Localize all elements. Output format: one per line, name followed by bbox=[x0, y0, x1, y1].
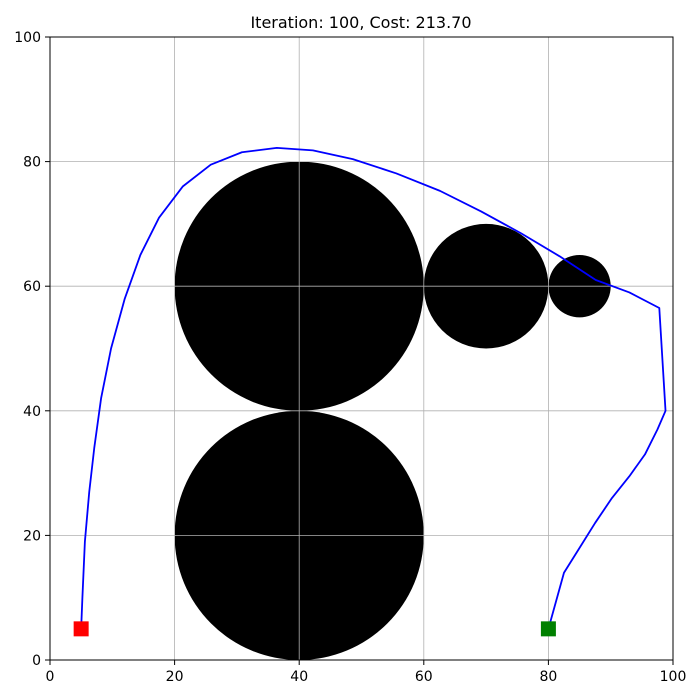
y-tick-label: 100 bbox=[14, 30, 41, 46]
axis-ticks: 0 20 40 60 80 100 0 20 40 60 80 100 bbox=[14, 30, 686, 685]
x-tick-label: 0 bbox=[46, 669, 55, 685]
y-tick-label: 40 bbox=[23, 404, 41, 420]
goal-marker bbox=[540, 621, 556, 637]
x-tick-label: 60 bbox=[415, 669, 433, 685]
y-tick-label: 80 bbox=[23, 155, 41, 171]
start-marker bbox=[73, 621, 89, 637]
y-tick-label: 0 bbox=[32, 653, 41, 669]
y-tick-label: 20 bbox=[23, 528, 41, 544]
y-tick-label: 60 bbox=[23, 279, 41, 295]
planned-path-line bbox=[80, 146, 667, 630]
chart-title: Iteration: 100, Cost: 213.70 bbox=[250, 13, 471, 32]
path-layer bbox=[80, 146, 667, 630]
plot-frame bbox=[49, 36, 674, 661]
x-tick-label: 40 bbox=[290, 669, 308, 685]
x-tick-label: 80 bbox=[539, 669, 557, 685]
markers bbox=[73, 621, 556, 637]
x-tick-label: 20 bbox=[166, 669, 184, 685]
x-tick-label: 100 bbox=[660, 669, 687, 685]
